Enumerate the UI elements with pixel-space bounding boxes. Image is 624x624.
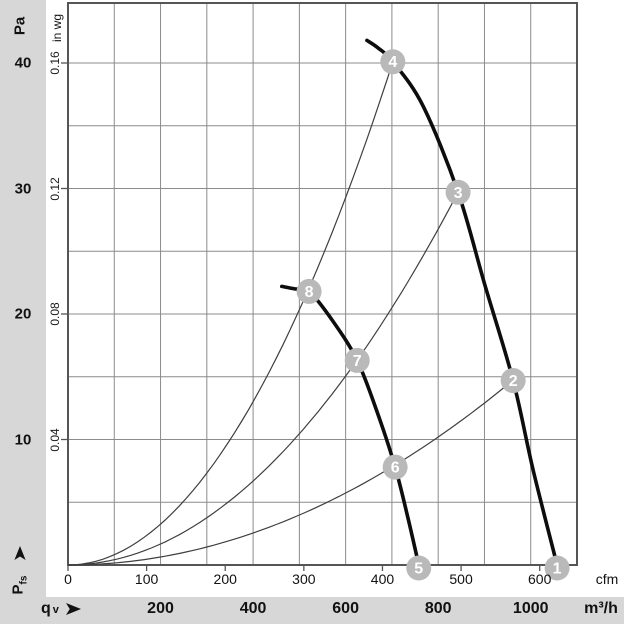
marker-number: 5 <box>414 561 423 578</box>
pressure-axis-secondary-title: in wg <box>50 13 64 43</box>
marker-number: 7 <box>353 353 362 370</box>
operating-point-marker-1: 1 <box>544 555 570 581</box>
m3h-tick-label: 200 <box>147 600 174 617</box>
marker-circle <box>296 278 322 304</box>
marker-number: 1 <box>553 561 562 578</box>
inwg-tick-label: 0.04 <box>48 427 62 452</box>
flow-axis-subscript: v <box>52 604 59 616</box>
operating-point-marker-8: 8 <box>296 278 322 304</box>
marker-number: 6 <box>391 460 400 477</box>
plot-border <box>67 2 578 566</box>
pa-tick-label: 40 <box>14 54 32 72</box>
marker-number: 8 <box>305 284 314 301</box>
system-resistance-curve-1 <box>67 61 394 566</box>
cfm-tick-label: 600 <box>528 571 552 587</box>
left-axis-gray-strip <box>0 0 46 624</box>
marker-circle <box>382 454 408 480</box>
pressure-direction-arrow-icon <box>14 546 26 560</box>
marker-circle <box>406 555 432 581</box>
cfm-tick-label: 400 <box>370 571 395 587</box>
pa-tick-label: 30 <box>14 180 32 197</box>
cfm-tick-label: 0 <box>64 571 72 587</box>
pressure-axis-title: Pa <box>11 16 29 36</box>
static-pressure-axis-label: Pfs <box>9 575 30 595</box>
marker-circle <box>445 179 471 205</box>
static-pressure-symbol: P <box>9 584 27 595</box>
system-resistance-curve-3 <box>68 379 514 566</box>
marker-circle <box>544 555 570 581</box>
operating-point-marker-4: 4 <box>380 49 406 75</box>
marker-number: 4 <box>388 54 397 71</box>
marker-circle <box>344 347 370 373</box>
marker-circle <box>380 49 406 75</box>
marker-number: 2 <box>509 373 518 390</box>
fan-curve-upper <box>365 38 559 567</box>
operating-point-marker-2: 2 <box>500 368 526 394</box>
m3h-tick-label: 800 <box>424 600 452 617</box>
m3h-tick-label: 600 <box>332 600 359 617</box>
cfm-tick-label: 300 <box>292 571 316 587</box>
cfm-unit-label: cfm <box>595 571 619 587</box>
cfm-tick-label: 500 <box>449 571 473 587</box>
operating-point-marker-7: 7 <box>344 347 370 373</box>
inwg-tick-label: 0.08 <box>48 302 62 326</box>
marker-circle <box>500 368 526 394</box>
cfm-tick-label: 100 <box>134 571 159 587</box>
m3h-unit-label: m³/h <box>584 600 618 617</box>
inwg-tick-label: 0.16 <box>48 51 62 75</box>
operating-point-marker-5: 5 <box>406 555 432 581</box>
system-resistance-curve-2 <box>67 191 459 566</box>
pa-tick-label: 10 <box>14 431 32 448</box>
operating-point-marker-6: 6 <box>382 454 408 480</box>
static-pressure-subscript: fs <box>18 575 30 585</box>
inwg-tick-label: 0.12 <box>48 176 62 201</box>
operating-point-marker-3: 3 <box>445 179 471 205</box>
m3h-tick-label: 400 <box>239 600 267 617</box>
flow-direction-arrow-icon <box>65 603 81 615</box>
marker-number: 3 <box>454 185 463 202</box>
cfm-tick-label: 200 <box>213 571 237 587</box>
flow-axis-symbol: q <box>41 600 51 617</box>
pa-tick-label: 20 <box>14 305 32 323</box>
m3h-tick-label: 1000 <box>512 600 549 617</box>
bottom-axis-gray-strip <box>0 597 624 624</box>
